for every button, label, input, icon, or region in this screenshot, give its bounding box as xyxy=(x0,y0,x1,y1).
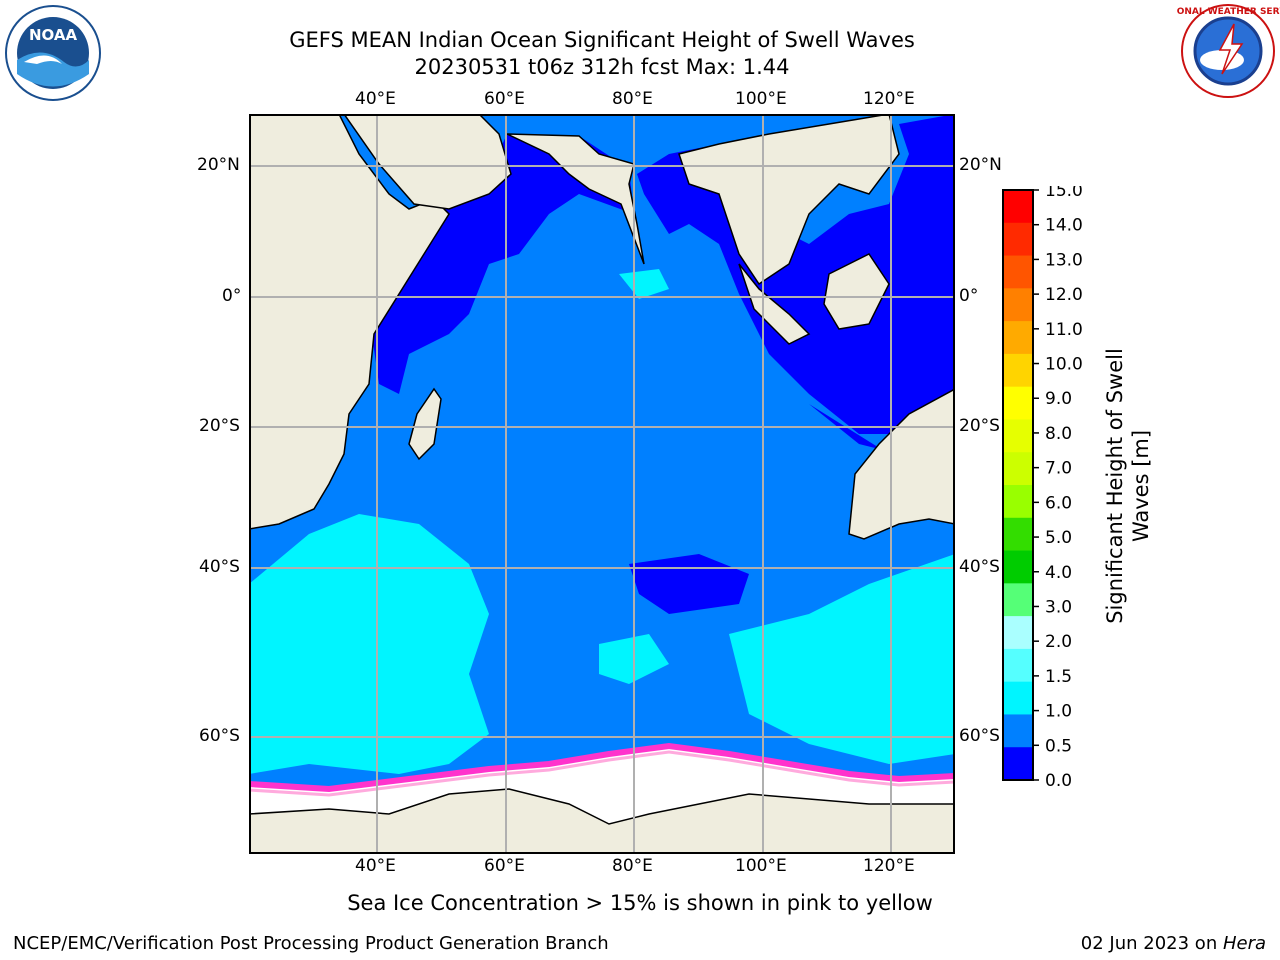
southeast-asia xyxy=(678,114,900,286)
colorbar-tick-label: 14.0 xyxy=(1045,216,1083,236)
colorbar-tick-label: 15.0 xyxy=(1045,186,1083,201)
colorbar-title-line1: Significant Height of Swell xyxy=(1103,348,1127,624)
colorbar-segment xyxy=(1003,288,1033,322)
lat-label-left-20n: 20°N xyxy=(197,155,240,175)
colorbar-tick-label: 5.0 xyxy=(1045,528,1072,548)
swell-low-bay-of-bengal xyxy=(637,114,955,444)
footer-date-text: 02 Jun 2023 on xyxy=(1080,933,1223,954)
lat-label-right-40s: 40°S xyxy=(959,557,1000,577)
lat-label-right-20n: 20°N xyxy=(959,155,1002,175)
noaa-logo-text: NOAA xyxy=(29,26,78,44)
nws-logo-text: NATIONAL WEATHER SERVICE xyxy=(1176,7,1280,17)
lon-label-bottom-80e: 80°E xyxy=(612,856,653,876)
swell-high-equatorial xyxy=(619,269,669,299)
colorbar-title: Significant Height of Swell Waves [m] xyxy=(1102,348,1154,624)
colorbar-segment xyxy=(1003,714,1033,748)
colorbar-tick-label: 11.0 xyxy=(1045,320,1083,340)
colorbar-tick-label: 2.0 xyxy=(1045,632,1072,652)
arabia xyxy=(343,114,512,210)
swell-high-southeast xyxy=(729,554,955,764)
colorbar-segment xyxy=(1003,222,1033,257)
colorbar-tick-label: 3.0 xyxy=(1045,597,1072,617)
sea-ice-note: Sea Ice Concentration > 15% is shown in … xyxy=(347,891,933,915)
africa xyxy=(249,114,450,530)
map-frame xyxy=(249,114,955,854)
colorbar-frame xyxy=(1002,189,1034,781)
colorbar-segment xyxy=(1003,485,1033,519)
lat-label-left-60s: 60°S xyxy=(199,726,240,746)
noaa-logo: NOAA xyxy=(5,5,101,101)
colorbar-segment xyxy=(1003,452,1033,486)
lat-label-left-20s: 20°S xyxy=(199,416,240,436)
colorbar-tick-label: 9.0 xyxy=(1045,389,1072,409)
swell-high-southwest xyxy=(249,514,489,774)
lon-label-top-60e: 60°E xyxy=(484,89,525,109)
lon-label-bottom-120e: 120°E xyxy=(863,856,915,876)
lat-label-left-40s: 40°S xyxy=(199,557,240,577)
colorbar-tick-label: 0.0 xyxy=(1045,771,1072,786)
colorbar-title-line2: Waves [m] xyxy=(1129,429,1153,543)
nws-logo: NATIONAL WEATHER SERVICE xyxy=(1176,4,1280,98)
antarctica xyxy=(249,788,955,854)
lon-label-bottom-60e: 60°E xyxy=(484,856,525,876)
colorbar-tick-label: 0.5 xyxy=(1045,736,1072,756)
colorbar-tick-label: 12.0 xyxy=(1045,285,1083,305)
sumatra xyxy=(738,263,811,345)
colorbar-segment xyxy=(1003,747,1033,781)
colorbar-tick-label: 8.0 xyxy=(1045,424,1072,444)
borneo xyxy=(823,253,890,330)
lon-label-top-100e: 100°E xyxy=(735,89,787,109)
madagascar xyxy=(408,387,442,461)
lon-label-top-80e: 80°E xyxy=(612,89,653,109)
ocean-map xyxy=(249,114,955,854)
colorbar-segment xyxy=(1003,681,1033,715)
colorbar-tick-label: 10.0 xyxy=(1045,355,1083,375)
graticule xyxy=(249,114,955,854)
footer-branch: NCEP/EMC/Verification Post Processing Pr… xyxy=(13,933,609,954)
lon-label-bottom-100e: 100°E xyxy=(735,856,787,876)
chart-title-line2: 20230531 t06z 312h fcst Max: 1.44 xyxy=(414,55,790,79)
colorbar-segment xyxy=(1003,583,1033,617)
colorbar-segment xyxy=(1003,321,1033,355)
colorbar-segment xyxy=(1003,386,1033,420)
lat-label-right-0: 0° xyxy=(959,286,979,306)
colorbar-tick-label: 13.0 xyxy=(1045,250,1083,270)
lon-label-top-120e: 120°E xyxy=(863,89,915,109)
colorbar-segment xyxy=(1003,419,1033,453)
colorbar: 15.0 14.0 13.0 12.0 11.0 10.0 9.0 8.0 7.0 6.0 5.0 4… xyxy=(1002,186,1083,786)
colorbar-segment xyxy=(1003,353,1033,388)
colorbar-segment xyxy=(1003,616,1033,650)
lat-label-left-0: 0° xyxy=(222,286,242,306)
lon-label-bottom-40e: 40°E xyxy=(355,856,396,876)
colorbar-tick-label: 1.0 xyxy=(1045,702,1072,722)
colorbar-tick-label: 7.0 xyxy=(1045,459,1072,479)
footer-host: Hera xyxy=(1222,933,1266,954)
lat-label-right-60s: 60°S xyxy=(959,726,1000,746)
lat-label-right-20s: 20°S xyxy=(959,416,1000,436)
colorbar-tick-label: 6.0 xyxy=(1045,493,1072,513)
colorbar-segment xyxy=(1003,517,1033,552)
colorbar-segment xyxy=(1003,648,1033,683)
colorbar-segment xyxy=(1003,255,1033,289)
colorbar-segment xyxy=(1003,190,1033,224)
colorbar-tick-label: 1.5 xyxy=(1045,667,1072,687)
footer-date: 02 Jun 2023 on Hera xyxy=(1081,933,1266,954)
chart-title-line1: GEFS MEAN Indian Ocean Significant Heigh… xyxy=(289,28,915,52)
colorbar-segment xyxy=(1003,550,1033,584)
sea-ice-edge xyxy=(249,742,955,793)
lon-label-top-40e: 40°E xyxy=(355,89,396,109)
colorbar-tick-label: 4.0 xyxy=(1045,563,1072,583)
